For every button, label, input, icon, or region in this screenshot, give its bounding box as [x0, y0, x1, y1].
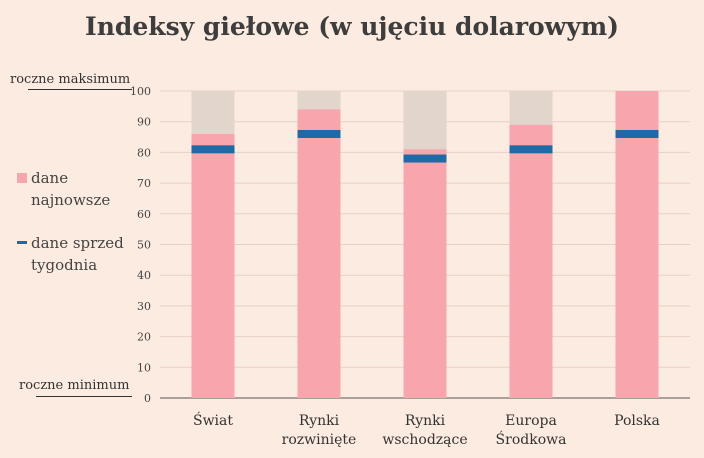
legend-swatch-latest — [17, 173, 27, 183]
year-min-rule — [36, 396, 132, 397]
bar-latest-0 — [191, 133, 235, 399]
x-tick-label-2: Rynki wschodzące — [370, 412, 480, 450]
legend-label-week-ago-text: dane sprzed tygodnia — [31, 234, 124, 274]
x-tick-label-4: Polska — [582, 412, 692, 431]
bar-latest-1 — [297, 109, 341, 399]
y-tick-label-30: 30 — [137, 300, 151, 313]
y-tick-label-20: 20 — [137, 331, 151, 344]
y-tick-label-40: 40 — [137, 269, 151, 282]
year-max-rule — [28, 89, 132, 90]
x-tick-label-1-line-0: Rynki — [298, 413, 340, 429]
year-max-label: roczne maksimum — [10, 72, 131, 87]
year-min-label: roczne minimum — [19, 378, 130, 393]
legend-label-latest: dane najnowsze — [31, 167, 131, 211]
marker-week-ago-2 — [403, 154, 447, 163]
bar-latest-2 — [403, 149, 447, 398]
legend-label-latest-text: dane najnowsze — [31, 169, 111, 209]
x-tick-label-3-line-0: Europa — [505, 413, 557, 429]
bar-latest-3 — [509, 124, 553, 399]
y-tick-label-100: 100 — [130, 85, 151, 98]
x-tick-label-0-line-0: Świat — [192, 413, 234, 429]
x-tick-label-1-line-1: rozwinięte — [281, 432, 357, 448]
marker-week-ago-0 — [191, 145, 235, 154]
y-tick-label-70: 70 — [137, 177, 151, 190]
x-tick-label-3: Europa Środkowa — [476, 412, 586, 450]
legend-swatch-week-ago — [17, 241, 27, 244]
x-tick-label-0: Świat — [158, 412, 268, 431]
marker-week-ago-4 — [615, 129, 659, 138]
x-tick-label-2-line-0: Rynki — [404, 413, 446, 429]
y-tick-label-90: 90 — [137, 116, 151, 129]
y-tick-label-80: 80 — [137, 146, 151, 159]
legend-label-week-ago: dane sprzed tygodnia — [31, 232, 131, 276]
x-tick-label-2-line-1: wschodzące — [382, 432, 468, 448]
y-tick-label-60: 60 — [137, 208, 151, 221]
x-tick-label-4-line-0: Polska — [614, 413, 660, 429]
x-tick-label-1: Rynki rozwinięte — [264, 412, 374, 450]
y-tick-label-10: 10 — [137, 361, 151, 374]
marker-week-ago-1 — [297, 129, 341, 138]
y-tick-label-50: 50 — [137, 239, 151, 252]
chart-title: Indeksy giełowe (w ujęciu dolarowym) — [85, 12, 619, 41]
marker-week-ago-3 — [509, 145, 553, 154]
y-tick-label-0: 0 — [144, 392, 151, 405]
bar-latest-4 — [615, 91, 659, 398]
x-tick-label-3-line-1: Środkowa — [495, 432, 567, 448]
